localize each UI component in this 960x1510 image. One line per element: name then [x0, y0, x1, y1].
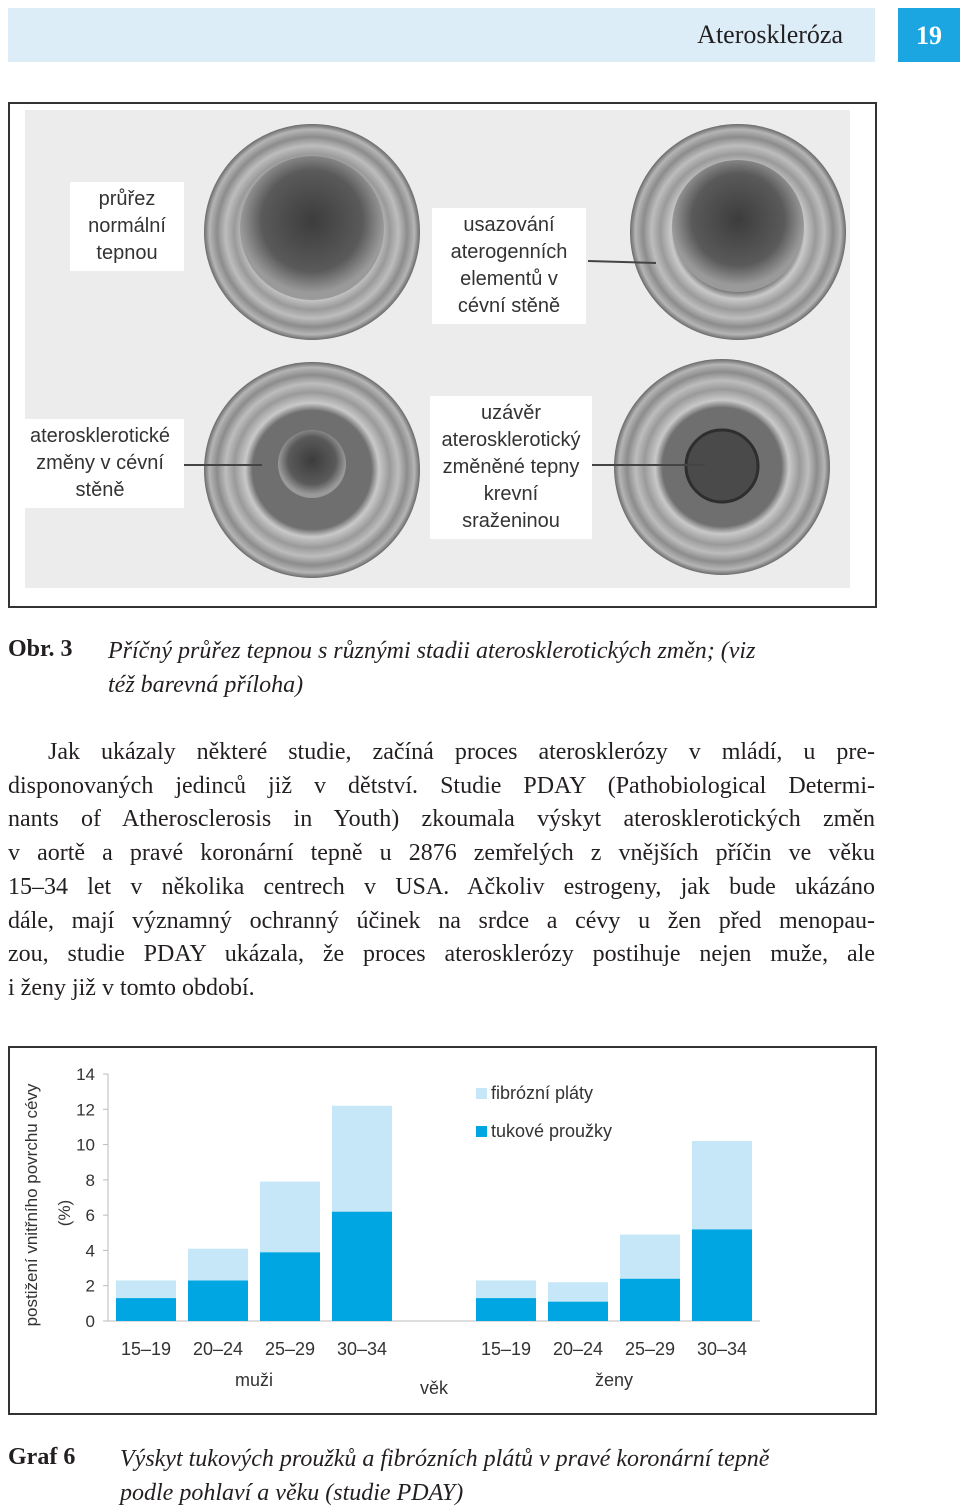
figure-label: aterosklerotické změny v cévní stěně [16, 419, 184, 508]
x-tick-label: 25–29 [625, 1339, 675, 1359]
bar-segment [476, 1280, 536, 1299]
legend-swatch [476, 1126, 487, 1137]
bar-segment [260, 1252, 320, 1321]
paragraph-line: i ženy již v tomto období. [8, 974, 255, 1001]
legend-label: fibrózní pláty [491, 1083, 593, 1103]
x-tick-label: 15–19 [121, 1339, 171, 1359]
bar-segment [620, 1278, 680, 1321]
lumen [672, 160, 804, 292]
caption-line: Výskyt tukových proužků a fibrózních plá… [120, 1446, 770, 1472]
figure-label: usazování aterogenních elementů v cévní … [432, 208, 586, 324]
caption-number: Obr. 3 [8, 636, 73, 662]
legend-label: tukové proužky [491, 1121, 612, 1141]
bar-segment [116, 1298, 176, 1321]
x-tick-label: 30–34 [697, 1339, 747, 1359]
caption-number: Graf 6 [8, 1444, 76, 1470]
y-tick-label: 12 [76, 1100, 95, 1119]
paragraph-line: zou, studie PDAY ukázala, že proces ater… [8, 941, 875, 968]
caption-text: Příčný průřez tepnou s různými stadii at… [108, 634, 878, 702]
y-tick-label: 0 [86, 1312, 95, 1331]
y-axis-unit: (%) [55, 1200, 74, 1226]
figure-label: průřez normální tepnou [70, 182, 184, 271]
caption-text: Výskyt tukových proužků a fibrózních plá… [120, 1442, 920, 1510]
y-tick-label: 2 [86, 1277, 95, 1296]
group-label: ženy [595, 1370, 633, 1390]
bar-segment [188, 1280, 248, 1321]
paragraph-line: disponovaných jedinců již v dětství. Stu… [8, 772, 875, 799]
y-tick-label: 10 [76, 1136, 95, 1155]
paragraph-line: Jak ukázaly některé studie, začíná proce… [48, 739, 875, 765]
header-title: Ateroskleróza [697, 20, 843, 49]
lumen [240, 156, 384, 300]
bar-segment [476, 1298, 536, 1321]
x-tick-label: 20–24 [193, 1339, 243, 1359]
y-tick-label: 6 [86, 1206, 95, 1225]
paragraph: Jak ukázaly některé studie, začíná proce… [8, 736, 875, 1006]
x-tick-label: 20–24 [553, 1339, 603, 1359]
bar-segment [548, 1282, 608, 1302]
y-tick-label: 4 [86, 1241, 95, 1260]
y-tick-label: 8 [86, 1171, 95, 1190]
y-tick-label: 14 [76, 1065, 95, 1084]
figure-label: uzávěr aterosklerotický změněné tepny kr… [430, 396, 592, 539]
chart-frame [8, 1046, 877, 1415]
chart: postižení vnitřního povrchu cévy (%) 0 2 4 6 8… [22, 1065, 760, 1398]
group-label: muži [235, 1370, 273, 1390]
bar-segment [332, 1105, 392, 1212]
bar-segment [692, 1229, 752, 1321]
bar-segment [692, 1141, 752, 1230]
header-bar [8, 8, 875, 62]
paragraph-line: dále, mají významný ochranný účinek na s… [8, 907, 875, 934]
bar-segment [332, 1211, 392, 1321]
paragraph-line: v aortě a pravé koronární tepně u 2876 z… [8, 840, 875, 867]
x-tick-label: 15–19 [481, 1339, 531, 1359]
caption-line: podle pohlaví a věku (studie PDAY) [120, 1480, 464, 1506]
bar-segment [188, 1248, 248, 1281]
bar-segment [116, 1280, 176, 1299]
caption-line: Příčný průřez tepnou s různými stadii at… [108, 638, 756, 664]
bar-segment [548, 1301, 608, 1321]
x-tick-label: 30–34 [337, 1339, 387, 1359]
y-axis-label: postižení vnitřního povrchu cévy [22, 1083, 41, 1326]
x-tick-label: 25–29 [265, 1339, 315, 1359]
bar-segment [260, 1181, 320, 1253]
x-axis-label: věk [420, 1378, 449, 1398]
paragraph-line: nants of Atherosclerosis in Youth) zkoum… [8, 806, 875, 833]
paragraph-line: 15–34 let v několika centrech v USA. Ačk… [8, 873, 875, 900]
caption-line: též barevná příloha) [108, 672, 304, 698]
lumen [278, 430, 346, 498]
page-number: 19 [898, 8, 960, 62]
figure-frame [8, 102, 877, 608]
bar-segment [620, 1234, 680, 1279]
pointer [587, 260, 657, 264]
legend-swatch [476, 1088, 487, 1099]
